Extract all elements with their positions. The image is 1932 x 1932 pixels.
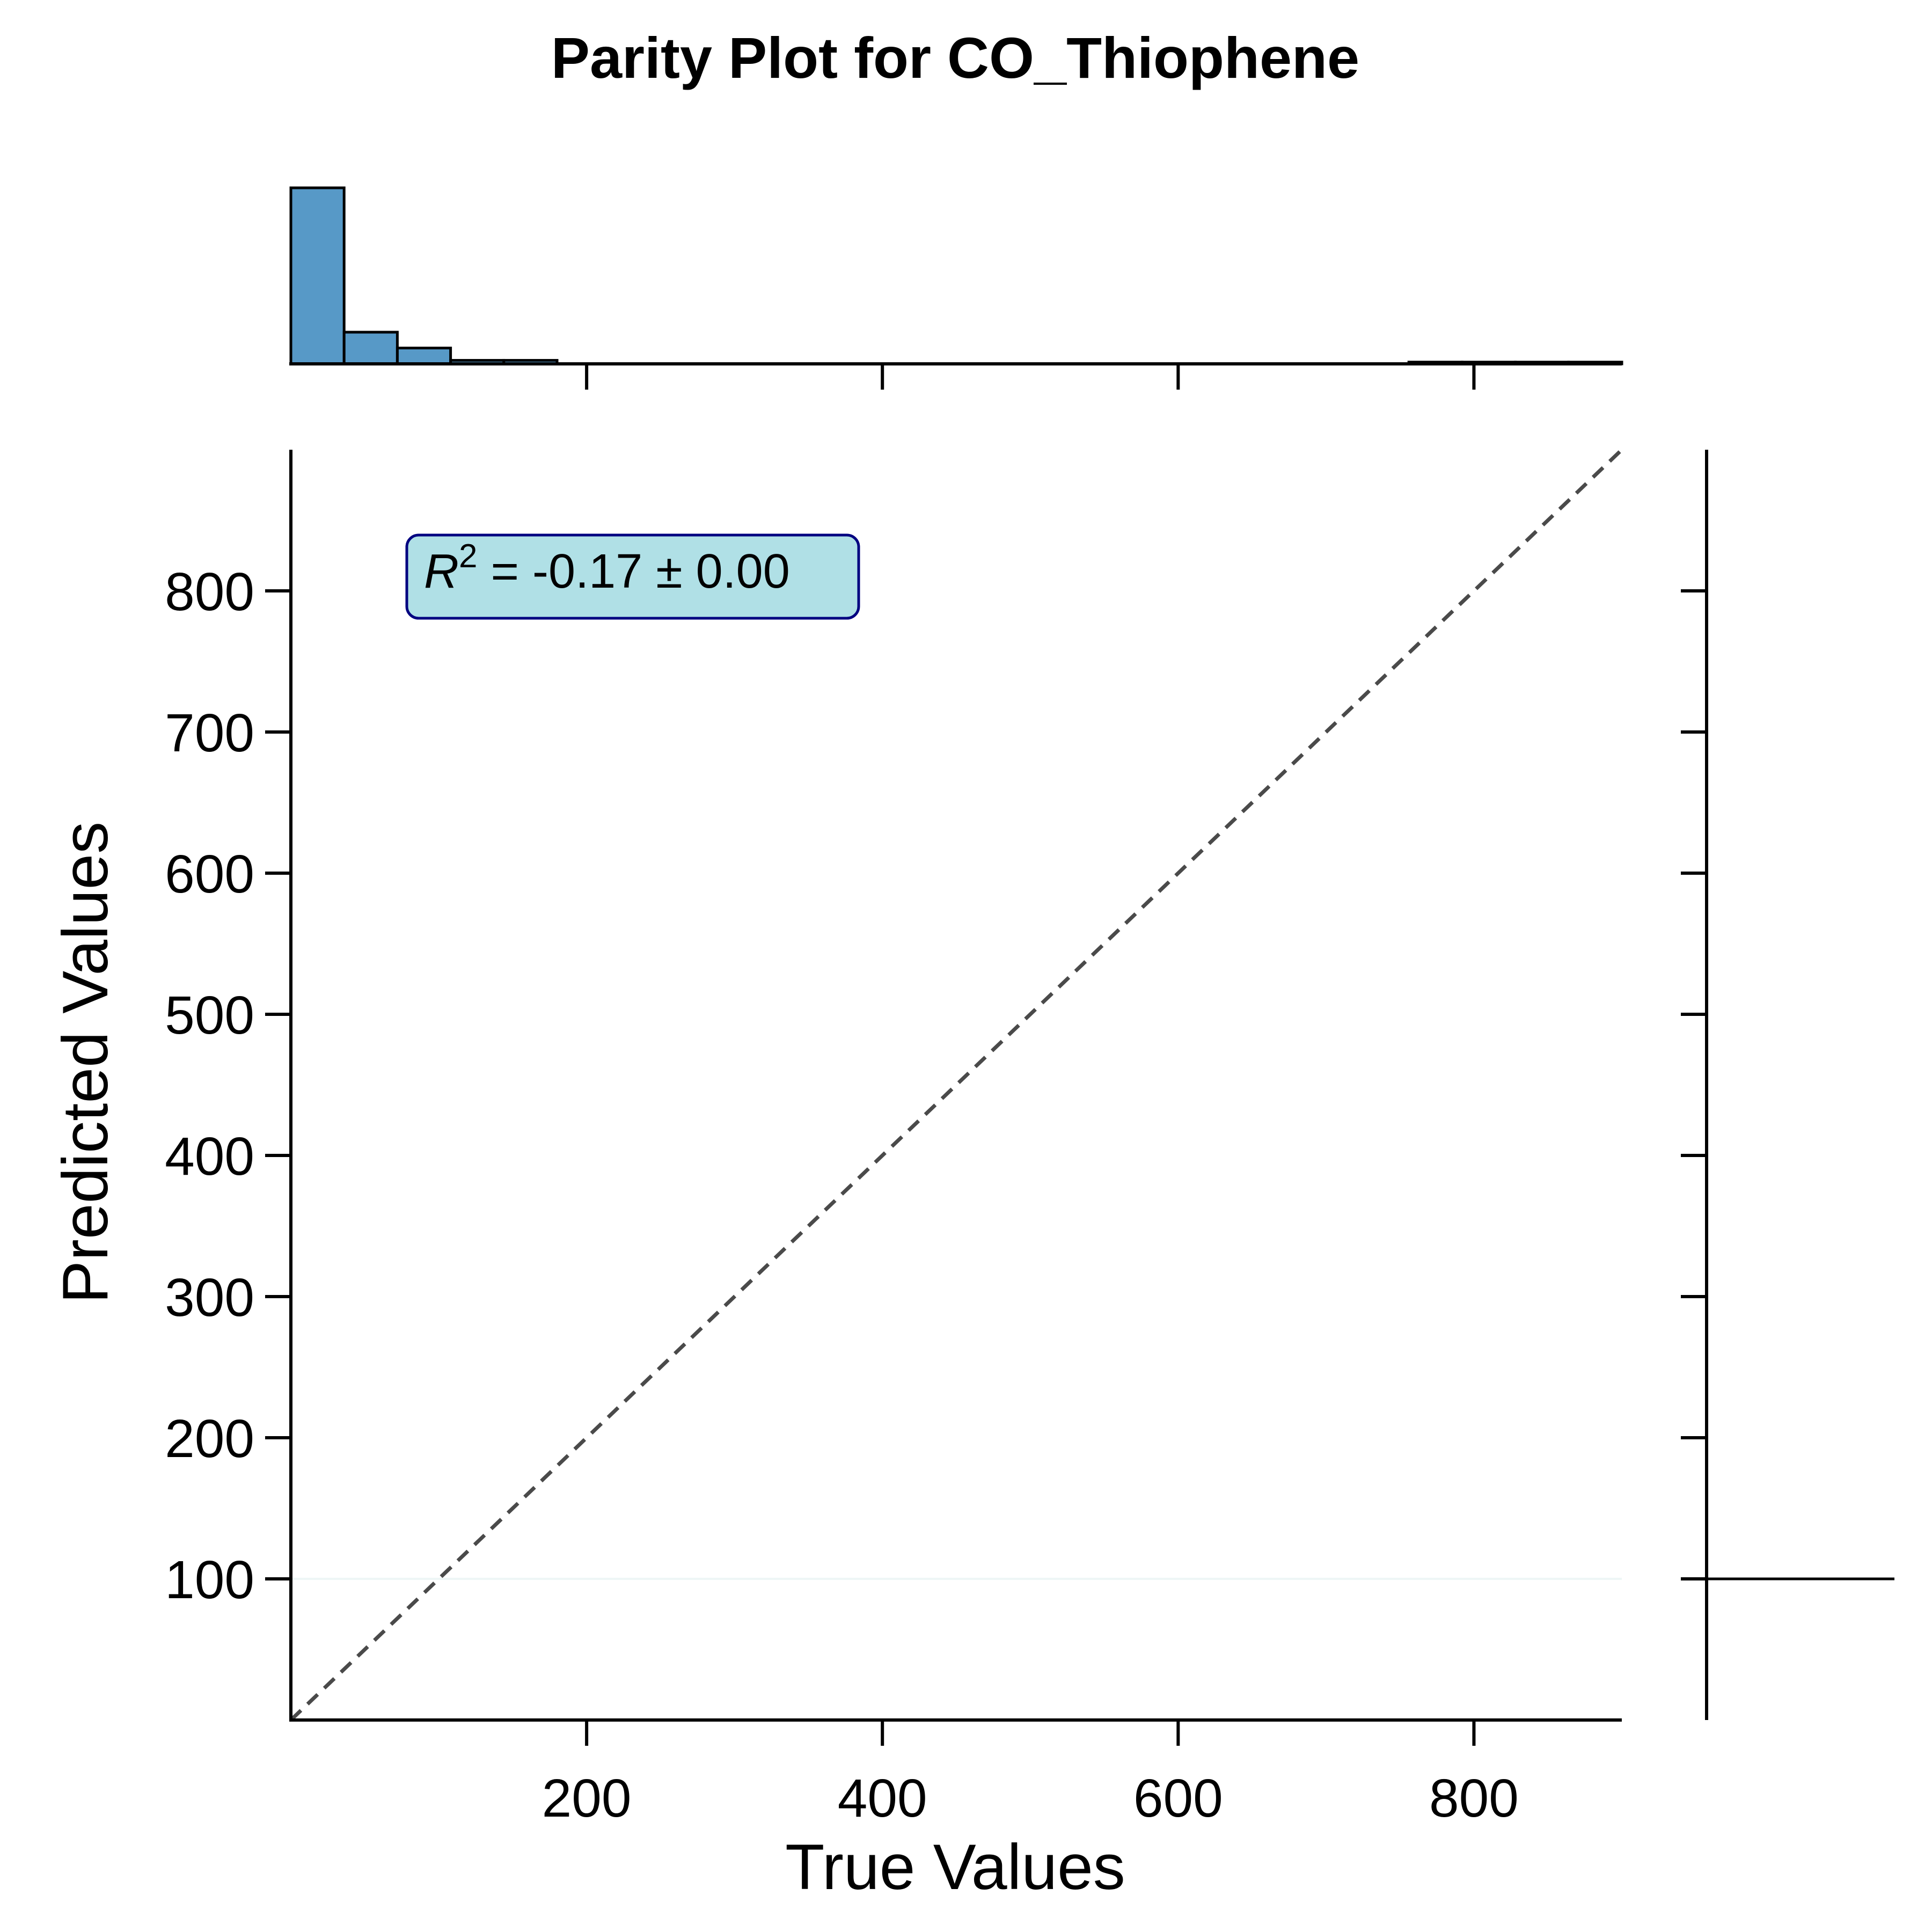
y-tick-label: 300 bbox=[165, 1268, 254, 1328]
histogram-bar bbox=[396, 346, 452, 365]
x-axis-label: True Values bbox=[785, 1831, 1125, 1903]
x-tick-label: 400 bbox=[838, 1768, 927, 1828]
r2-annotation-text: R2 = -0.17 ± 0.00 bbox=[424, 538, 790, 598]
y-tick-label: 700 bbox=[165, 703, 254, 763]
y-tick-label: 100 bbox=[165, 1550, 254, 1610]
r2-annotation: R2 = -0.17 ± 0.00 bbox=[405, 533, 860, 620]
y-tick-label: 400 bbox=[165, 1126, 254, 1187]
y-tick-label: 800 bbox=[165, 562, 254, 622]
right-marginal-histogram bbox=[1681, 450, 1894, 1720]
y-tick-label: 200 bbox=[165, 1409, 254, 1469]
r2-exponent: 2 bbox=[459, 538, 477, 575]
histogram-bar bbox=[342, 331, 399, 365]
histogram-bar bbox=[289, 186, 346, 365]
r2-symbol: R bbox=[424, 545, 459, 598]
y-axis-label: Predicted Values bbox=[49, 822, 121, 1304]
y-tick-label: 600 bbox=[165, 844, 254, 904]
x-tick-label: 600 bbox=[1133, 1768, 1223, 1828]
main-plot-area: 200 400 600 800 100 200 300 400 500 600 700 800 bbox=[165, 448, 1623, 1828]
chart-title: Parity Plot for CO_Thiophene bbox=[551, 25, 1359, 90]
x-tick-label: 200 bbox=[542, 1768, 632, 1828]
parity-line bbox=[289, 448, 1623, 1722]
top-marginal-histogram bbox=[289, 186, 1623, 390]
x-tick-label: 800 bbox=[1429, 1768, 1519, 1828]
r2-value: = -0.17 ± 0.00 bbox=[477, 545, 789, 598]
y-tick-label: 500 bbox=[165, 985, 254, 1045]
r2-annotation-box bbox=[405, 533, 860, 620]
